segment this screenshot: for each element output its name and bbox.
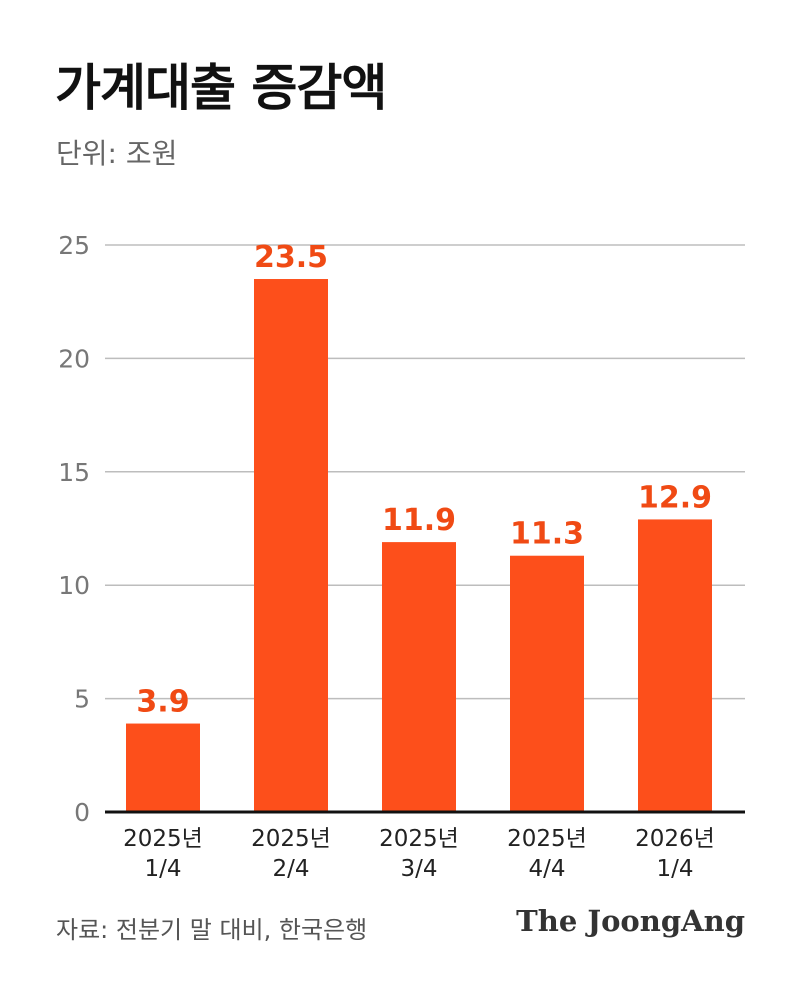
publisher-logo: The JoongAng [516, 904, 745, 938]
bar [510, 555, 584, 812]
bar [382, 542, 456, 812]
data-label: 12.9 [638, 480, 712, 515]
x-tick-label: 1/4 [144, 856, 181, 882]
data-label: 11.3 [510, 517, 584, 552]
x-tick-label: 2025년 [251, 826, 331, 852]
y-tick-label: 20 [58, 344, 90, 373]
bar [126, 723, 200, 812]
data-label: 3.9 [136, 685, 189, 720]
data-label: 11.9 [382, 503, 456, 538]
x-tick-label: 1/4 [656, 856, 693, 882]
chart-title: 가계대출 증감액 [55, 59, 387, 117]
chart-subtitle: 단위: 조원 [56, 137, 178, 170]
x-tick-label: 4/4 [528, 856, 565, 882]
y-tick-label: 5 [74, 685, 90, 714]
bar [638, 519, 712, 812]
y-tick-label: 25 [58, 231, 90, 260]
x-tick-label: 2025년 [379, 826, 459, 852]
source-note: 자료: 전분기 말 대비, 한국은행 [56, 916, 368, 944]
x-tick-label: 2/4 [272, 856, 309, 882]
x-tick-label: 3/4 [400, 856, 437, 882]
data-label: 23.5 [254, 240, 328, 275]
x-tick-label: 2025년 [123, 826, 203, 852]
y-tick-label: 15 [58, 458, 90, 487]
y-tick-label: 0 [74, 798, 90, 827]
x-tick-label: 2025년 [507, 826, 587, 852]
x-tick-label: 2026년 [635, 826, 715, 852]
bar [254, 279, 328, 812]
y-tick-label: 10 [58, 571, 90, 600]
